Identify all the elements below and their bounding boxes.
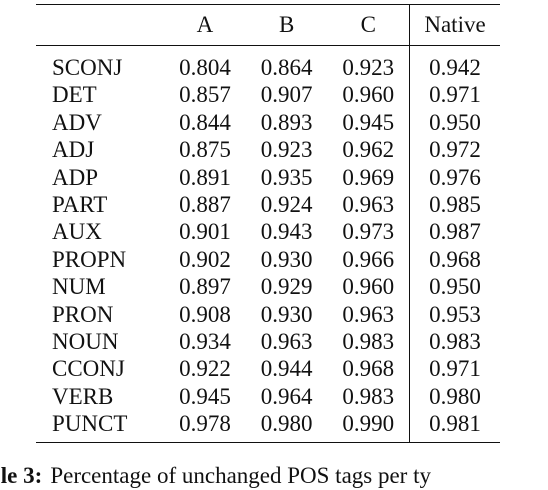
row-label: PROPN: [52, 246, 127, 272]
cell-c: 0.968: [342, 356, 395, 382]
cell-b: 0.923: [260, 137, 313, 163]
cell-a: 0.902: [179, 246, 231, 272]
row-label: ADJ: [52, 137, 95, 163]
table-row: NUM 0.897 0.929 0.960 0.950: [36, 273, 500, 301]
row-label: NUM: [52, 274, 106, 300]
row-label: PART: [52, 192, 108, 218]
table-row: CCONJ 0.922 0.944 0.968 0.971: [36, 355, 500, 383]
cell-a: 0.978: [179, 411, 231, 437]
table-body: SCONJ 0.804 0.864 0.923 0.942 DET 0.857 0.907 0.…: [36, 45, 500, 443]
cell-a: 0.901: [179, 219, 231, 245]
cell-b: 0.929: [260, 274, 313, 300]
cell-a: 0.908: [179, 301, 231, 327]
cell-a: 0.897: [179, 274, 231, 300]
cell-b: 0.964: [260, 383, 313, 409]
caption-label: ble 3:: [0, 463, 43, 488]
table-row: ADP 0.891 0.935 0.969 0.976: [36, 163, 500, 192]
caption-text: Percentage of unchanged POS tags per ty: [50, 463, 431, 488]
cell-c: 0.923: [342, 55, 395, 80]
cell-native: 0.976: [409, 163, 500, 192]
header-cell-label: [36, 5, 164, 46]
cell-native: 0.981: [409, 410, 500, 443]
cell-a: 0.844: [179, 109, 231, 135]
header-cell-b: B: [278, 12, 295, 38]
cell-c: 0.966: [342, 246, 395, 272]
results-table: A B C Native SCONJ 0.804 0.864 0.923 0.942 DE…: [36, 4, 500, 443]
cell-native: 0.971: [409, 81, 500, 109]
cell-b: 0.907: [260, 82, 313, 108]
cell-c: 0.983: [342, 383, 395, 409]
row-label: ADV: [52, 109, 102, 135]
table-row: NOUN 0.934 0.963 0.983 0.983: [36, 328, 500, 356]
cell-a: 0.934: [179, 329, 231, 355]
cell-native: 0.971: [409, 355, 500, 383]
cell-native: 0.942: [409, 45, 500, 82]
row-label: AUX: [52, 219, 102, 245]
table-row: PART 0.887 0.924 0.963 0.985: [36, 191, 500, 219]
header-cell-native: Native: [409, 4, 500, 46]
cell-b: 0.963: [260, 329, 313, 355]
table-row: PUNCT 0.978 0.980 0.990 0.981: [36, 410, 500, 443]
cell-c: 0.963: [342, 301, 395, 327]
table-header: A B C Native: [36, 4, 500, 46]
cell-c: 0.973: [342, 219, 395, 245]
cell-b: 0.943: [260, 219, 313, 245]
cell-native: 0.968: [409, 245, 500, 274]
cell-c: 0.960: [342, 82, 395, 108]
cell-c: 0.962: [342, 137, 395, 163]
cell-b: 0.930: [260, 301, 313, 327]
cell-c: 0.990: [342, 411, 395, 437]
row-label: SCONJ: [52, 55, 123, 80]
row-label: NOUN: [52, 329, 119, 355]
cell-b: 0.930: [260, 246, 313, 272]
cell-a: 0.875: [179, 137, 231, 163]
cell-b: 0.893: [260, 109, 313, 135]
cell-native: 0.980: [409, 382, 500, 411]
cell-a: 0.887: [179, 192, 231, 218]
cell-b: 0.944: [260, 356, 313, 382]
row-label: PUNCT: [52, 411, 128, 437]
row-label: CCONJ: [52, 356, 125, 382]
table-row: PRON 0.908 0.930 0.963 0.953: [36, 300, 500, 329]
row-label: VERB: [52, 383, 114, 409]
cell-native: 0.950: [409, 108, 500, 137]
table-row: SCONJ 0.804 0.864 0.923 0.942: [36, 45, 500, 82]
row-label: ADP: [52, 164, 99, 190]
row-label: DET: [52, 82, 97, 108]
cell-a: 0.804: [179, 55, 231, 80]
cell-b: 0.924: [260, 192, 313, 218]
cell-native: 0.987: [409, 218, 500, 246]
table-row: VERB 0.945 0.964 0.983 0.980: [36, 382, 500, 411]
cell-a: 0.945: [179, 383, 231, 409]
table-caption: ble 3: Percentage of unchanged POS tags p…: [0, 462, 431, 490]
cell-b: 0.980: [260, 411, 313, 437]
table-row: PROPN 0.902 0.930 0.966 0.968: [36, 245, 500, 274]
table-row: AUX 0.901 0.943 0.973 0.987: [36, 218, 500, 246]
cell-b: 0.935: [260, 164, 313, 190]
cell-native: 0.983: [409, 328, 500, 356]
header-cell-c: C: [360, 12, 376, 38]
table-row: DET 0.857 0.907 0.960 0.971: [36, 81, 500, 109]
cell-c: 0.945: [342, 109, 395, 135]
cell-a: 0.922: [179, 356, 231, 382]
cell-a: 0.891: [179, 164, 231, 190]
header-row: A B C Native: [36, 4, 500, 46]
results-table-container: A B C Native SCONJ 0.804 0.864 0.923 0.942 DE…: [36, 4, 500, 443]
cell-native: 0.972: [409, 136, 500, 164]
cell-native: 0.985: [409, 191, 500, 219]
table-row: ADJ 0.875 0.923 0.962 0.972: [36, 136, 500, 164]
cell-c: 0.983: [342, 329, 395, 355]
cell-c: 0.960: [342, 274, 395, 300]
cell-c: 0.969: [342, 164, 395, 190]
header-cell-a: A: [196, 12, 214, 38]
cell-a: 0.857: [179, 82, 231, 108]
cell-b: 0.864: [260, 55, 313, 80]
cell-native: 0.950: [409, 273, 500, 301]
cell-c: 0.963: [342, 192, 395, 218]
row-label: PRON: [52, 301, 114, 327]
cell-native: 0.953: [409, 300, 500, 329]
table-row: ADV 0.844 0.893 0.945 0.950: [36, 108, 500, 137]
